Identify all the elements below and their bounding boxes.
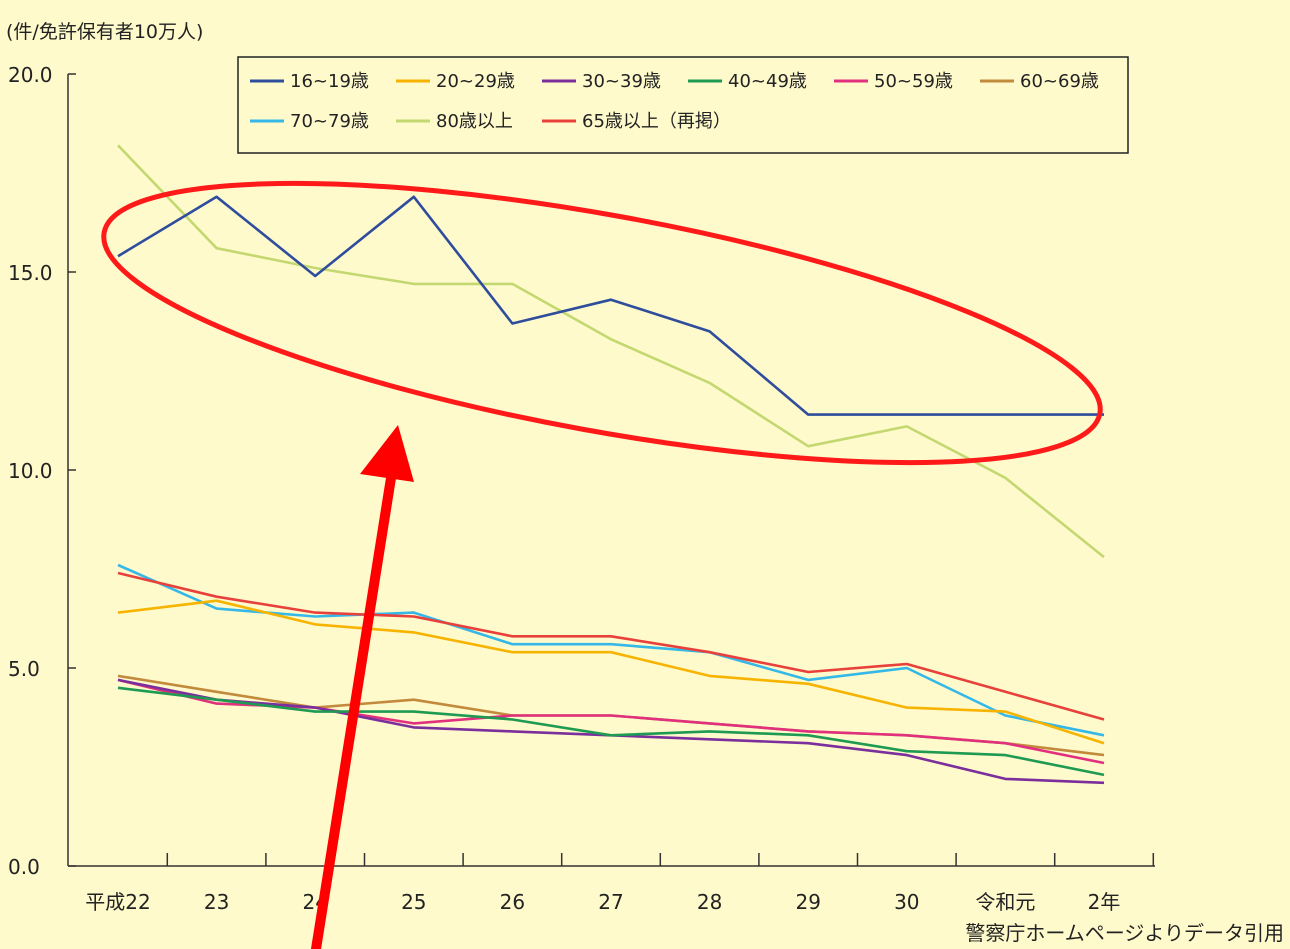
- x-tick-label: 25: [401, 890, 426, 914]
- legend-label-8: 65歳以上（再掲）: [582, 111, 731, 132]
- series-line-1: [117, 599, 1105, 745]
- x-tick-label: 平成22: [85, 890, 150, 914]
- x-tick-label: 30: [894, 890, 919, 914]
- y-ticks: 0.0 5.0 10.0 15.0 20.0: [8, 63, 76, 879]
- series-line-2: [117, 678, 1105, 785]
- legend-label-3: 40~49歳: [728, 71, 807, 92]
- legend: 16~19歳 20~29歳 30~39歳 40~49歳 50~59歳 60~69歳 70~7…: [237, 56, 1129, 154]
- x-tick-label: 23: [204, 890, 229, 914]
- legend-label-5: 60~69歳: [1020, 71, 1099, 92]
- legend-label-7: 80歳以上: [436, 111, 513, 132]
- series-lines: [117, 144, 1105, 785]
- x-tick-label: 29: [795, 890, 820, 914]
- source-note: 警察庁ホームページよりデータ引用: [965, 921, 1284, 945]
- series-line-3: [117, 686, 1105, 777]
- y-unit-label: (件/免許保有者10万人): [6, 21, 203, 43]
- y-tick-label: 0.0: [8, 855, 40, 879]
- series-line-8: [117, 571, 1105, 721]
- series-line-7: [117, 144, 1105, 559]
- legend-box: [237, 56, 1129, 154]
- x-ticks: 平成22 23 24 25 26 27 28 29 30 令和元 2年: [85, 853, 1155, 914]
- pointer-arrow: [311, 425, 414, 949]
- x-tick-label: 2年: [1088, 890, 1121, 914]
- series-line-6: [117, 563, 1105, 737]
- y-tick-label: 20.0: [8, 63, 53, 87]
- y-tick-label: 10.0: [8, 459, 53, 483]
- x-tick-label: 26: [500, 890, 525, 914]
- series-line-0: [117, 195, 1104, 416]
- highlight-ellipse: [101, 180, 1103, 466]
- legend-label-4: 50~59歳: [874, 71, 953, 92]
- legend-label-0: 16~19歳: [290, 71, 369, 92]
- legend-label-6: 70~79歳: [290, 111, 369, 132]
- x-tick-label: 令和元: [975, 890, 1035, 914]
- y-tick-label: 5.0: [8, 657, 40, 681]
- legend-label-2: 30~39歳: [582, 71, 661, 92]
- legend-label-1: 20~29歳: [436, 71, 515, 92]
- x-tick-label: 28: [697, 890, 722, 914]
- y-tick-label: 15.0: [8, 261, 53, 285]
- x-tick-label: 27: [598, 890, 623, 914]
